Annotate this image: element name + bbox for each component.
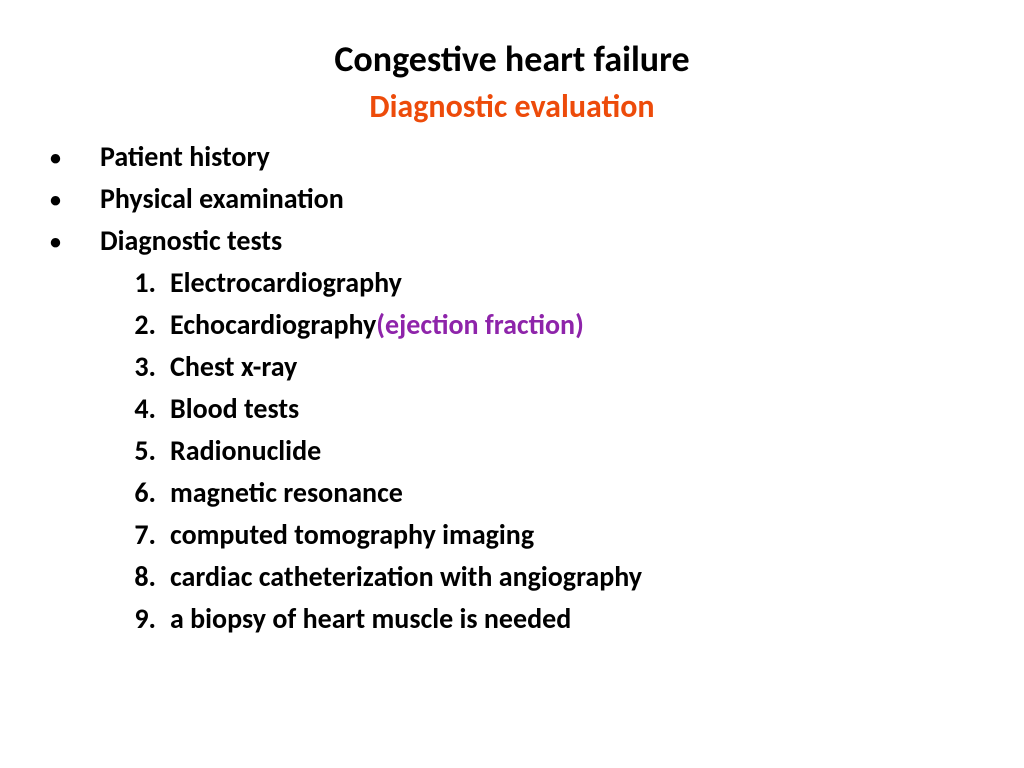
bullet-marker-icon: • (46, 178, 100, 216)
numbered-list: 1. Electrocardiography 2. Echocardiograp… (102, 262, 1024, 640)
slide-subtitle: Diagnostic evaluation (0, 87, 1024, 126)
bullet-text: Patient history (100, 136, 1024, 178)
list-text-main: Electrocardiography (170, 265, 402, 300)
list-number: 2. (102, 304, 170, 346)
list-text: cardiac catheterization with angiography (170, 556, 1024, 598)
list-number: 3. (102, 346, 170, 388)
bullet-item: • Diagnostic tests (46, 220, 1024, 262)
list-number: 9. (102, 598, 170, 640)
list-number: 1. (102, 262, 170, 304)
list-number: 6. (102, 472, 170, 514)
bullet-item: • Physical examination (46, 178, 1024, 220)
list-item: 2. Echocardiography(ejection fraction) (102, 304, 1024, 346)
list-item: 6. magnetic resonance (102, 472, 1024, 514)
list-text-main: Chest x-ray (170, 349, 297, 384)
list-text: Chest x-ray (170, 346, 1024, 388)
list-text: Electrocardiography (170, 262, 1024, 304)
list-number: 7. (102, 514, 170, 556)
list-text: magnetic resonance (170, 472, 1024, 514)
list-item: 4. Blood tests (102, 388, 1024, 430)
bullet-item: • Patient history (46, 136, 1024, 178)
list-text: computed tomography imaging (170, 514, 1024, 556)
slide-title: Congestive heart failure (0, 38, 1024, 81)
list-item: 7. computed tomography imaging (102, 514, 1024, 556)
list-number: 8. (102, 556, 170, 598)
list-number: 5. (102, 430, 170, 472)
list-text-main: cardiac catheterization with angiography (170, 559, 642, 594)
list-text-main: Echocardiography (170, 307, 376, 342)
bullet-text: Diagnostic tests (100, 220, 1024, 262)
list-text: a biopsy of heart muscle is needed (170, 598, 1024, 640)
list-item: 5. Radionuclide (102, 430, 1024, 472)
list-text: Echocardiography(ejection fraction) (170, 304, 1024, 346)
list-text-main: magnetic resonance (170, 475, 403, 510)
bullet-text: Physical examination (100, 178, 1024, 220)
list-text-main: Blood tests (170, 391, 299, 426)
bullet-marker-icon: • (46, 220, 100, 258)
list-text: Radionuclide (170, 430, 1024, 472)
list-text: Blood tests (170, 388, 1024, 430)
list-item: 1. Electrocardiography (102, 262, 1024, 304)
slide: Congestive heart failure Diagnostic eval… (0, 0, 1024, 768)
bullet-marker-icon: • (46, 136, 100, 174)
list-text-main: Radionuclide (170, 433, 321, 468)
list-item: 8. cardiac catheterization with angiogra… (102, 556, 1024, 598)
list-text-main: a biopsy of heart muscle is needed (170, 601, 571, 636)
list-number: 4. (102, 388, 170, 430)
content-area: • Patient history • Physical examination… (0, 136, 1024, 640)
list-item: 3. Chest x-ray (102, 346, 1024, 388)
list-text-accent: (ejection fraction) (376, 307, 584, 342)
list-text-main: computed tomography imaging (170, 517, 534, 552)
list-item: 9. a biopsy of heart muscle is needed (102, 598, 1024, 640)
